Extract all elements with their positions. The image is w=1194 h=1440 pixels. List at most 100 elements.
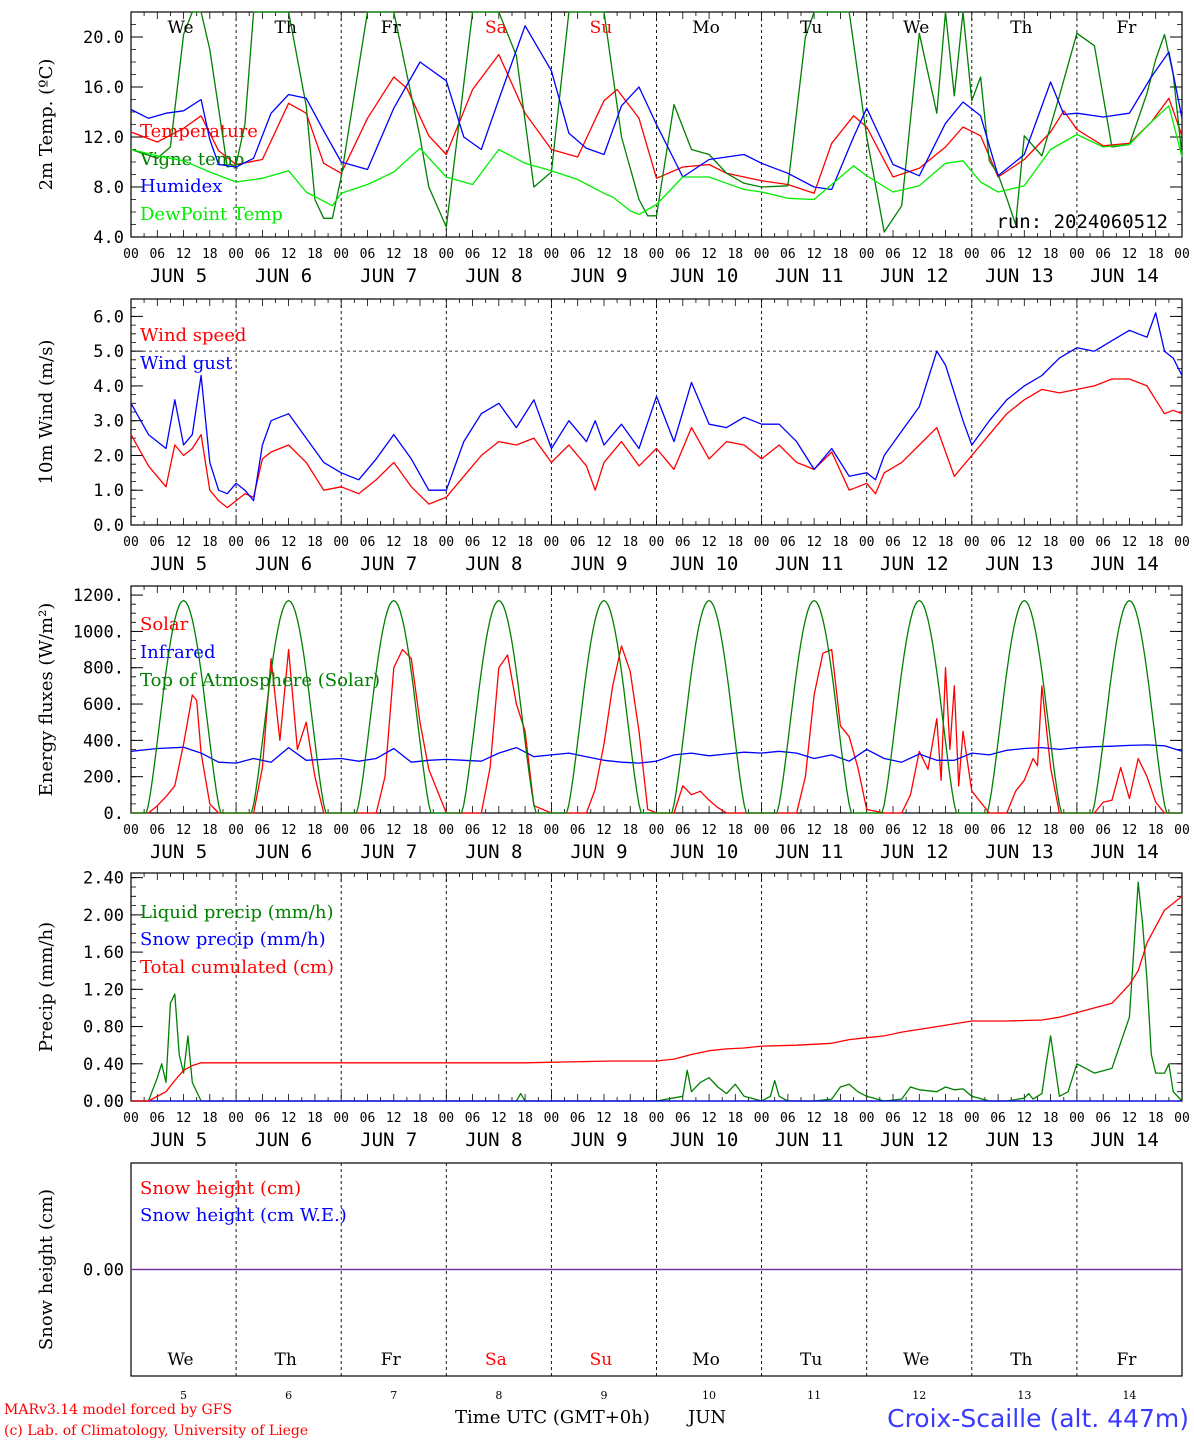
date-label: JUN 5 [150, 553, 207, 575]
hour-tick-label: 00 [649, 247, 665, 262]
hour-tick-label: 06 [360, 247, 376, 262]
day-name-top: Mo [692, 18, 720, 38]
hour-tick-label: 00 [438, 1111, 454, 1126]
hour-tick-label: 06 [675, 535, 691, 550]
hour-tick-label: 00 [438, 247, 454, 262]
hour-tick-label: 00 [1069, 247, 1085, 262]
hour-tick-label: 18 [307, 247, 323, 262]
panel-snow: 0.00 Snow height (cm) Snow height (cm) Snow… [36, 1162, 1183, 1377]
hour-tick-label: 00 [754, 247, 770, 262]
hour-tick-label: 12 [911, 1111, 927, 1126]
footer-model: MARv3.14 model forced by GFS [4, 1402, 232, 1418]
hour-tick-label: 00 [859, 247, 875, 262]
hour-tick-label: 12 [1122, 535, 1138, 550]
hour-tick-label: 06 [360, 823, 376, 838]
day-name-top: Tu [800, 18, 822, 38]
hour-tick-label: 00 [649, 823, 665, 838]
hour-tick-label: 00 [228, 823, 244, 838]
hour-tick-label: 12 [1017, 1111, 1033, 1126]
hour-tick-label: 00 [754, 823, 770, 838]
legend-entry: Snow height (cm) [140, 1178, 301, 1199]
date-label: JUN 11 [775, 553, 844, 575]
hour-tick-label: 06 [885, 1111, 901, 1126]
hour-tick-label: 06 [675, 823, 691, 838]
y-tick-label: 600. [83, 695, 124, 715]
hour-tick-label: 00 [438, 535, 454, 550]
day-name-bottom: Tu [800, 1350, 822, 1370]
hour-tick-label: 18 [1148, 1111, 1164, 1126]
hour-tick-label: 18 [833, 247, 849, 262]
date-label: JUN 13 [985, 1129, 1054, 1151]
panel-temperature: 00 06 12 18 JUN 5 00 06 12 18 JUN 6 00 06 12 18 JUN 7 0… [36, 11, 1190, 287]
hour-tick-label: 12 [281, 535, 297, 550]
hour-tick-label: 00 [544, 1111, 560, 1126]
hour-tick-label: 00 [964, 823, 980, 838]
date-label: JUN 11 [775, 1129, 844, 1151]
hour-tick-label: 06 [885, 247, 901, 262]
date-label: JUN 12 [880, 1129, 949, 1151]
hour-tick-label: 12 [491, 1111, 507, 1126]
day-number: 8 [495, 1389, 502, 1402]
date-label: JUN 5 [150, 1129, 207, 1151]
day-number: 10 [702, 1389, 716, 1402]
hour-tick-label: 00 [123, 823, 139, 838]
date-label: JUN 10 [670, 1129, 739, 1151]
hour-tick-label: 12 [386, 535, 402, 550]
y-axis-label: 10m Wind (m/s) [36, 340, 57, 485]
y-tick-label: 2.0 [93, 446, 124, 466]
hour-tick-label: 12 [911, 823, 927, 838]
series-line-solar [131, 645, 1182, 814]
hour-tick-label: 00 [1069, 535, 1085, 550]
hour-tick-label: 12 [1017, 535, 1033, 550]
hour-tick-label: 18 [412, 535, 428, 550]
date-label: JUN 14 [1090, 841, 1159, 863]
date-label: JUN 14 [1090, 265, 1159, 287]
footer-xlabel: Time UTC (GMT+0h) [455, 1407, 650, 1428]
hour-tick-label: 06 [255, 247, 271, 262]
date-label: JUN 13 [985, 553, 1054, 575]
y-tick-label: 0.00 [83, 1092, 124, 1112]
date-label: JUN 7 [360, 841, 417, 863]
hour-tick-label: 18 [833, 823, 849, 838]
y-axis-label: Energy fluxes (W/m²) [36, 603, 57, 797]
y-tick-label: 4.0 [93, 377, 124, 397]
hour-tick-label: 18 [938, 1111, 954, 1126]
hour-tick-label: 12 [386, 1111, 402, 1126]
hour-tick-label: 12 [911, 535, 927, 550]
hour-tick-label: 18 [622, 1111, 638, 1126]
hour-tick-label: 06 [780, 823, 796, 838]
date-label: JUN 13 [985, 265, 1054, 287]
hour-tick-label: 12 [701, 247, 717, 262]
series-line-vigne-temp [130, 11, 1183, 233]
y-axis-label: Precip (mm/h) [36, 922, 57, 1052]
legend-entry: Temperature [140, 121, 258, 142]
day-number: 6 [285, 1389, 292, 1402]
day-name-top: Sa [485, 18, 507, 38]
hour-tick-label: 00 [333, 823, 349, 838]
hour-tick-label: 00 [1174, 823, 1190, 838]
hour-tick-label: 06 [149, 823, 165, 838]
y-tick-label: 16.0 [83, 78, 124, 98]
legend-entry: Solar [140, 614, 189, 635]
y-tick-label: 20.0 [83, 28, 124, 48]
day-name-bottom: We [167, 1350, 193, 1370]
day-name-bottom: Fr [381, 1350, 402, 1370]
hour-tick-label: 06 [465, 535, 481, 550]
series-line-infrared [130, 744, 1183, 764]
legend-entry: Snow height (cm W.E.) [140, 1205, 347, 1226]
date-label: JUN 8 [465, 1129, 522, 1151]
hour-tick-label: 12 [806, 1111, 822, 1126]
date-label: JUN 7 [360, 553, 417, 575]
hour-tick-label: 06 [1095, 1111, 1111, 1126]
legend-entry: Wind speed [140, 325, 246, 346]
hour-tick-label: 12 [701, 535, 717, 550]
y-tick-label: 12.0 [83, 128, 124, 148]
date-label: JUN 14 [1090, 1129, 1159, 1151]
y-tick-label: 400. [83, 731, 124, 751]
x-tick-marks [130, 299, 1183, 525]
y-axis-label: 2m Temp. (ºC) [36, 59, 57, 191]
hour-tick-label: 18 [202, 535, 218, 550]
x-tick-marks [130, 586, 1183, 813]
panel-energy: 00 06 12 18 JUN 5 00 06 12 18 JUN 6 00 06 12 18 JUN 7 0… [36, 585, 1190, 863]
